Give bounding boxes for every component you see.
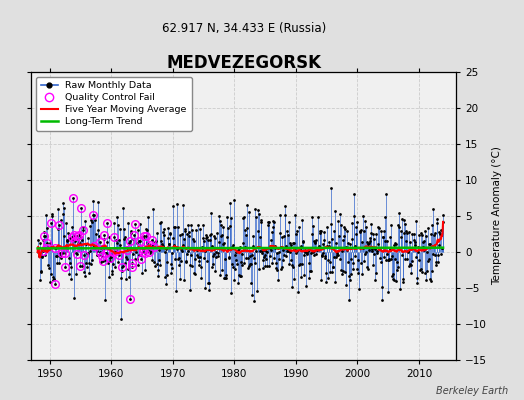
Text: 62.917 N, 34.433 E (Russia): 62.917 N, 34.433 E (Russia) (161, 22, 326, 34)
Y-axis label: Temperature Anomaly (°C): Temperature Anomaly (°C) (493, 146, 503, 286)
Text: Berkeley Earth: Berkeley Earth (436, 386, 508, 396)
Legend: Raw Monthly Data, Quality Control Fail, Five Year Moving Average, Long-Term Tren: Raw Monthly Data, Quality Control Fail, … (36, 77, 192, 131)
Title: MEDVEZEGORSK: MEDVEZEGORSK (166, 54, 321, 72)
